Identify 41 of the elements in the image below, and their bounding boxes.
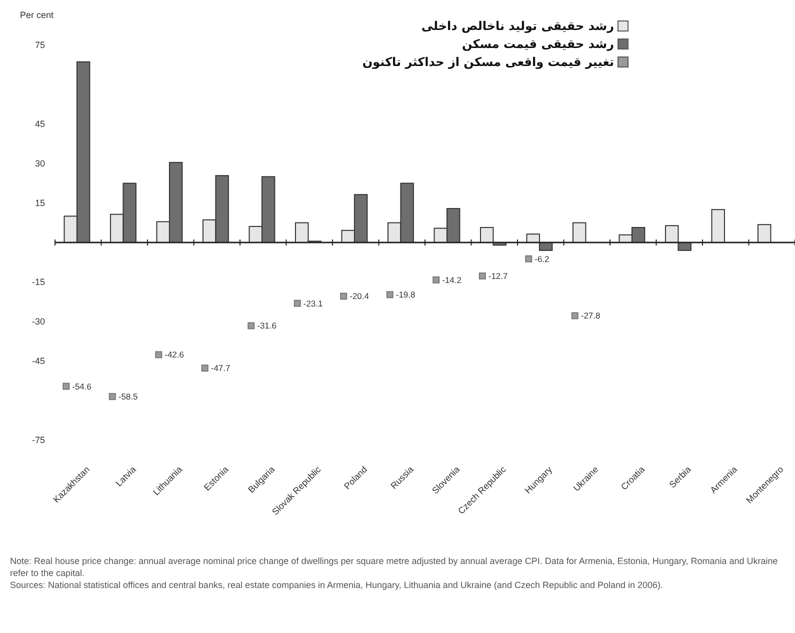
legend-label: رشد حقیقی قیمت مسکن — [462, 37, 614, 51]
bar — [711, 209, 725, 243]
data-label: -31.6 — [257, 320, 277, 331]
y-tick-label: 30 — [34, 158, 45, 168]
y-tick-label: -45 — [32, 356, 45, 366]
point — [478, 272, 486, 280]
bar — [572, 222, 586, 243]
source-note: Sources: National statistical offices and central banks, real estate companies in Armenia, Hungary, Lithuania and Ukraine (and Czech Republic and Poland in 2006). — [10, 579, 664, 591]
text: Note: Real house price change: annual average nominal price change of dwellings per square metre adjusted by annual average CPI. Data for Armenia, Estonia, Hungary, Romania and Ukraine refer to the capital. — [10, 555, 779, 579]
data-label: -14.2 — [442, 274, 462, 285]
legend-label: تغییر قیمت واقعی مسکن از حداکثر تاکنون — [362, 55, 614, 69]
point — [201, 364, 208, 372]
y-axis-title: Per cent — [20, 10, 54, 20]
point — [525, 255, 532, 262]
point — [294, 300, 301, 307]
data-label: -19.8 — [396, 290, 416, 300]
y-tick-label: 15 — [34, 198, 45, 208]
bar — [758, 224, 772, 243]
data-label: -58.5 — [118, 392, 138, 402]
point — [340, 292, 348, 300]
data-label: -23.1 — [303, 298, 324, 308]
point — [155, 351, 162, 358]
data-label: -54.6 — [72, 381, 92, 392]
data-label: -20.4 — [350, 291, 370, 302]
point — [432, 276, 440, 284]
data-label: -42.6 — [164, 350, 184, 360]
y-tick-label: -15 — [32, 277, 45, 287]
data-label: -12.7 — [488, 270, 508, 281]
data-label: -6.2 — [534, 254, 550, 264]
y-tick-label: 45 — [34, 119, 45, 129]
y-tick-label: -75 — [32, 435, 45, 445]
y-tick-label: -30 — [32, 316, 45, 326]
point — [248, 322, 255, 330]
point — [571, 312, 578, 320]
data-label: -47.7 — [210, 363, 231, 374]
point — [108, 393, 116, 400]
data-label: -27.8 — [580, 310, 601, 321]
point — [386, 291, 394, 298]
y-tick-label: 75 — [34, 40, 45, 50]
point — [62, 382, 70, 390]
legend-label: رشد حقیقی تولید ناخالص داخلی — [421, 19, 614, 33]
